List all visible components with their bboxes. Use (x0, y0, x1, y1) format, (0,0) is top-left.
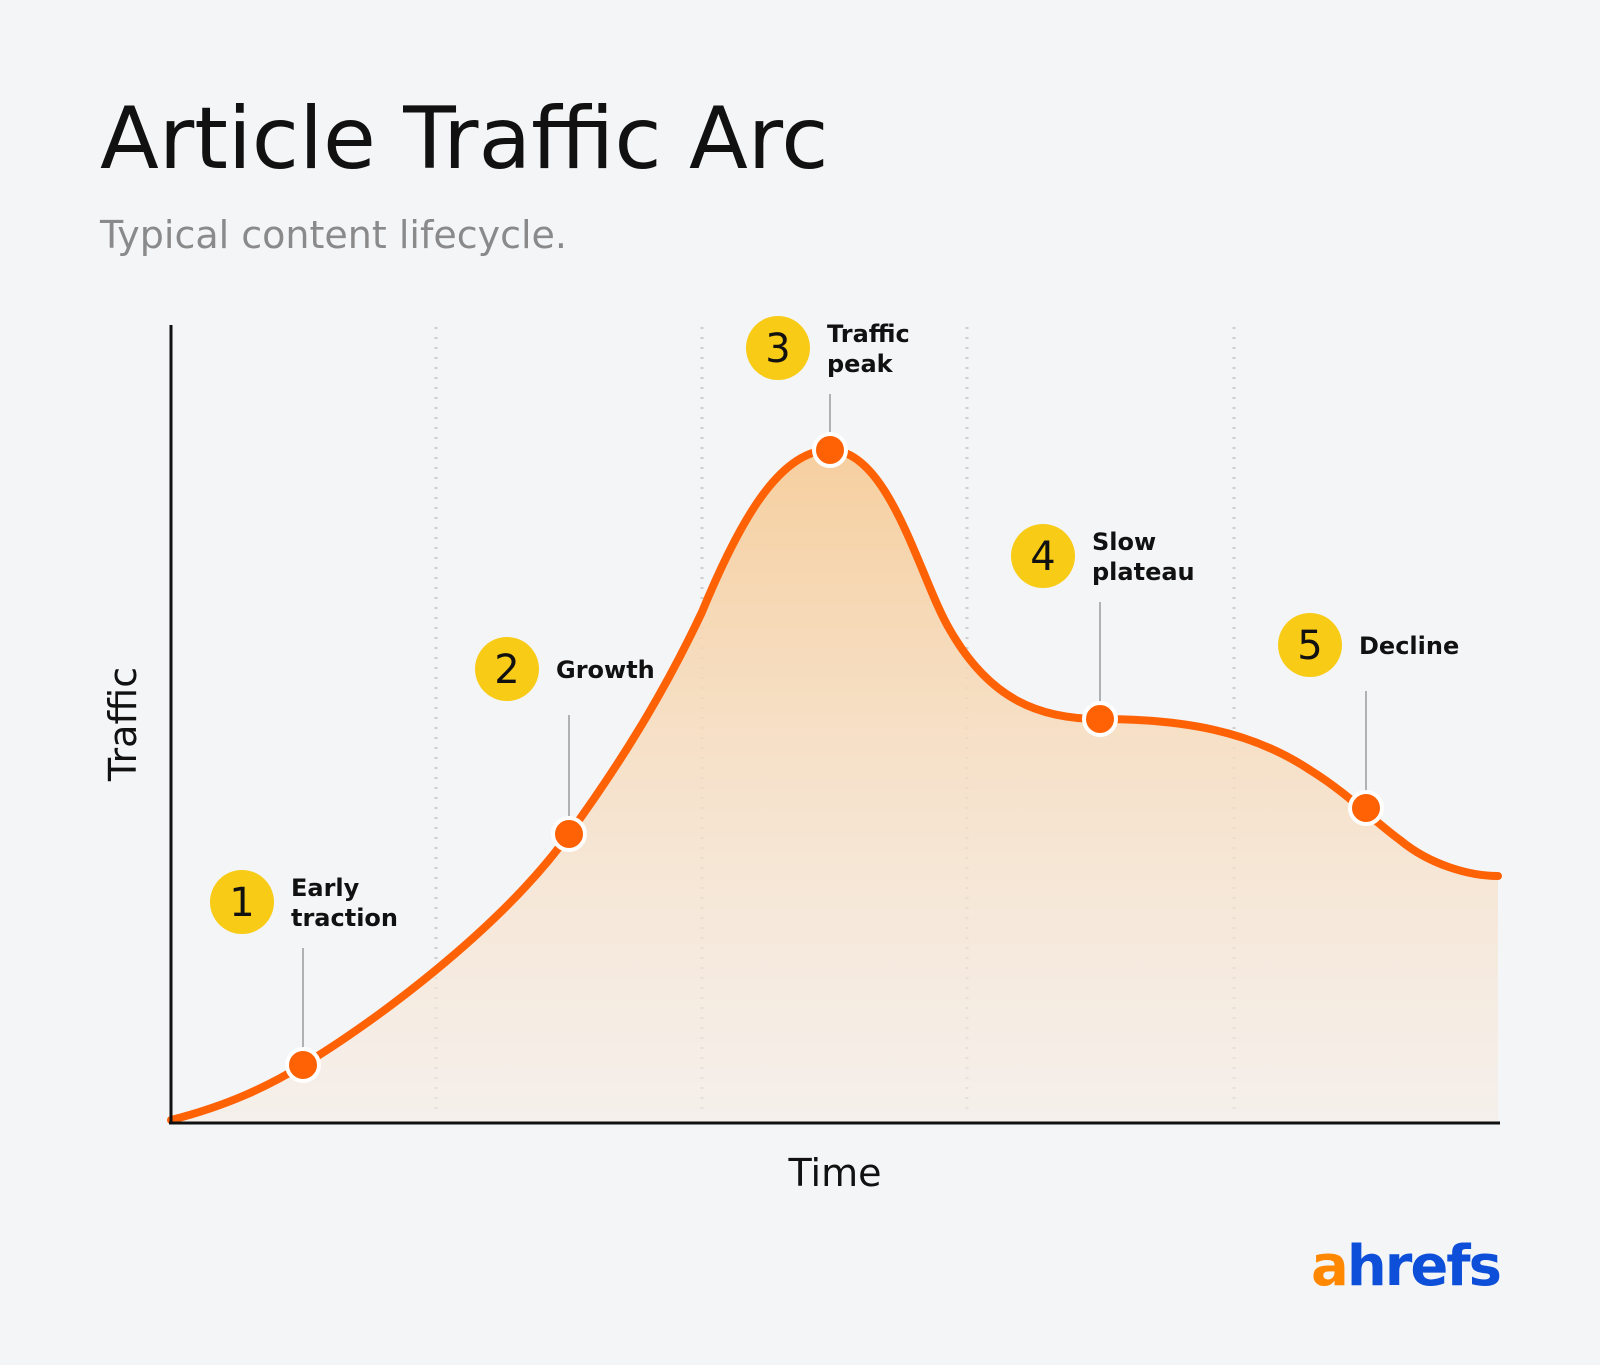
stage-label: traction (291, 904, 398, 932)
stage-point (1082, 701, 1118, 737)
stage-number: 2 (494, 647, 519, 693)
stage-label: peak (827, 350, 894, 378)
stage-badge (1011, 524, 1075, 588)
title: Article Traffic Arc (100, 89, 829, 189)
stage-point (1348, 790, 1384, 826)
stage-point (551, 816, 587, 852)
stage-label: Growth (556, 656, 655, 684)
stage-badge (210, 870, 274, 934)
stage-number: 3 (765, 326, 790, 372)
stage-label: plateau (1092, 558, 1195, 586)
stage-badge (475, 637, 539, 701)
stage-badge (746, 316, 810, 380)
stage-label: Decline (1359, 632, 1459, 660)
stage-number: 4 (1030, 534, 1055, 580)
stage-number: 5 (1297, 623, 1322, 669)
stage-number: 1 (229, 880, 254, 926)
stage-point (812, 432, 848, 468)
stage-label: Traffic (827, 320, 910, 348)
logo: ahrefs (1311, 1234, 1500, 1299)
area (171, 450, 1498, 1122)
x-axis-label: Time (788, 1151, 882, 1195)
subtitle: Typical content lifecycle. (99, 213, 567, 257)
logo-rest: hrefs (1347, 1234, 1500, 1299)
y-axis-label: Traffic (101, 667, 145, 782)
stage-label: Slow (1092, 528, 1156, 556)
logo-accent: a (1311, 1234, 1347, 1299)
stage-label: Early (291, 874, 360, 902)
stage-badge (1278, 613, 1342, 677)
stage-point (285, 1047, 321, 1083)
